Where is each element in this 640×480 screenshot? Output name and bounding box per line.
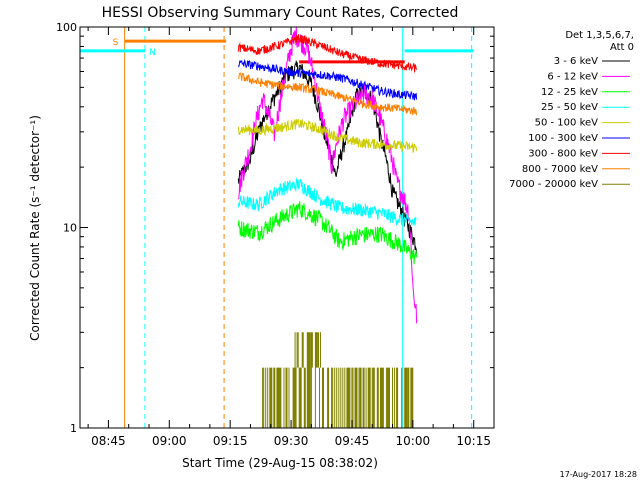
- x-tick-label: 09:00: [152, 434, 187, 448]
- legend-label: 6 - 12 keV: [547, 71, 598, 82]
- series-trace-8: [262, 332, 414, 428]
- series-6: [237, 34, 418, 73]
- saa-label: S: [113, 38, 119, 48]
- legend-label: 100 - 300 keV: [528, 133, 598, 144]
- legend-label: 12 - 25 keV: [541, 87, 598, 98]
- series-trace-1: [237, 27, 418, 324]
- series-7: [238, 72, 418, 116]
- x-tick-label: 10:00: [396, 434, 431, 448]
- footer-timestamp: 17-Aug-2017 18:28: [560, 470, 637, 479]
- series-trace-5: [237, 58, 418, 101]
- y-tick-label: 1: [70, 422, 77, 435]
- series-3: [237, 177, 417, 227]
- x-tick-label: 08:45: [91, 434, 126, 448]
- y-axis-label: Corrected Count Rate (s⁻¹ detector⁻¹): [28, 115, 42, 341]
- x-tick-label: 10:15: [456, 434, 491, 448]
- y-tick-label: 10: [63, 222, 77, 235]
- legend-label: 25 - 50 keV: [541, 102, 598, 113]
- x-tick-label: 09:30: [274, 434, 309, 448]
- x-tick-label: 09:15: [213, 434, 248, 448]
- legend-label: 3 - 6 keV: [554, 56, 598, 67]
- legend-title-line: Det 1,3,5,6,7,: [565, 30, 634, 41]
- series-5: [237, 58, 418, 101]
- series-trace-2: [237, 201, 418, 265]
- night-label: N: [149, 48, 156, 58]
- series-1: [237, 27, 418, 324]
- series-2: [237, 201, 418, 265]
- legend-label: 50 - 100 keV: [535, 118, 599, 129]
- legend-label: 800 - 7000 keV: [522, 164, 598, 175]
- series-trace-4: [237, 118, 418, 154]
- x-axis-label: Start Time (29-Aug-15 08:38:02): [182, 456, 378, 470]
- series-trace-6: [237, 34, 418, 73]
- chart-title: HESSI Observing Summary Count Rates, Cor…: [102, 5, 459, 21]
- series-trace-7: [238, 72, 418, 116]
- legend-label: 7000 - 20000 keV: [509, 179, 598, 190]
- legend-label: 300 - 800 keV: [528, 148, 598, 159]
- legend-title-line: Att 0: [610, 42, 634, 53]
- series-trace-3: [237, 177, 417, 227]
- series-8: [262, 332, 414, 428]
- x-tick-label: 09:45: [335, 434, 370, 448]
- series-4: [237, 118, 418, 154]
- y-tick-label: 100: [56, 21, 77, 34]
